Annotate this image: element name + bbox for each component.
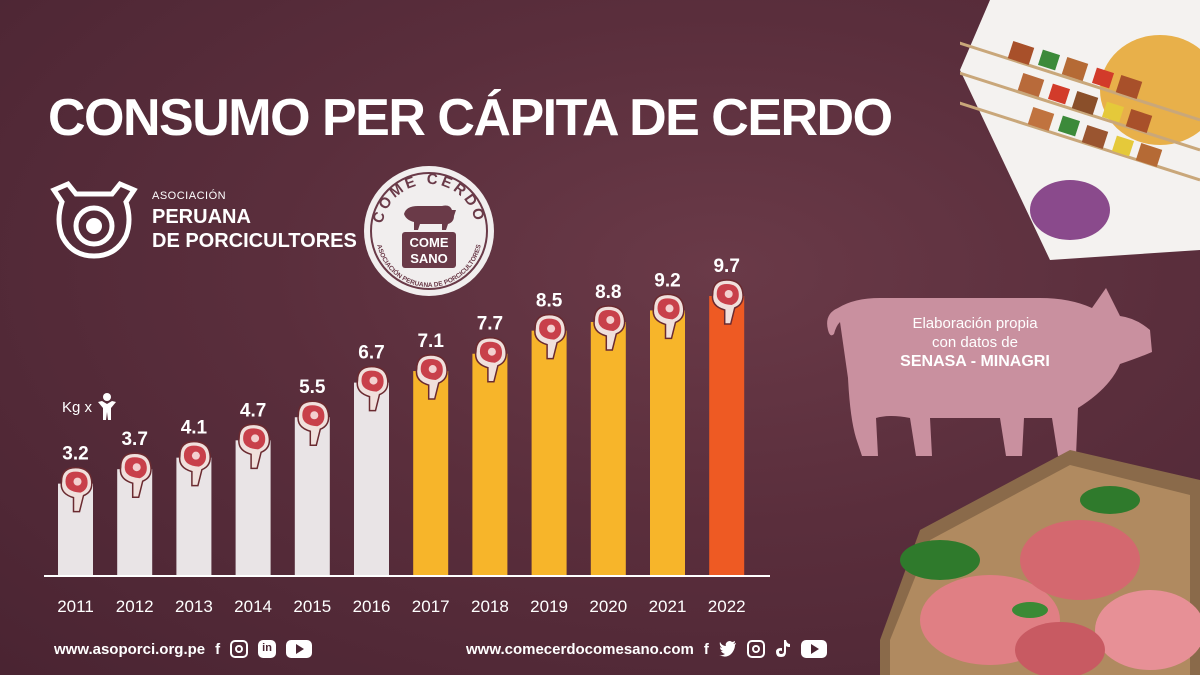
- source-credit: Elaboración propia con datos de SENASA -…: [890, 314, 1060, 371]
- value-label-2011: 3.2: [62, 444, 88, 465]
- meat-icon: [60, 466, 93, 513]
- person-icon: [98, 393, 117, 420]
- unit-label: Kg x: [62, 392, 118, 422]
- association-small-label: ASOCIACIÓN: [152, 190, 227, 202]
- tiktok-icon[interactable]: [775, 640, 791, 658]
- unit-text: Kg x: [62, 398, 93, 416]
- value-label-2020: 8.8: [595, 282, 621, 303]
- bar-2022: [709, 296, 745, 576]
- year-label-2015: 2015: [293, 597, 331, 616]
- youtube-icon[interactable]: [800, 640, 827, 658]
- linkedin-icon[interactable]: in: [258, 640, 277, 658]
- come-cerdo-badge: COME CERDO COME SANO ASOCIACIÓN PERUANA …: [364, 166, 494, 296]
- bar-2019: [531, 330, 567, 576]
- value-label-2018: 7.7: [477, 314, 503, 335]
- value-label-2022: 9.7: [713, 256, 739, 277]
- bar-2020: [590, 321, 626, 576]
- year-label-2014: 2014: [234, 597, 272, 616]
- value-label-2012: 3.7: [121, 429, 147, 450]
- footer-right: www.comecerdocomesano.com f: [466, 640, 827, 658]
- facebook-icon[interactable]: f: [215, 640, 221, 658]
- badge-center-text-2: SANO: [410, 251, 448, 266]
- comecerdo-link[interactable]: www.comecerdocomesano.com: [466, 640, 694, 658]
- meat-icon: [178, 440, 211, 487]
- pig-logo-icon: [50, 180, 138, 259]
- value-label-2017: 7.1: [417, 331, 444, 352]
- association-name-line2: DE PORCICULTORES: [152, 230, 357, 252]
- badge-center-text-1: COME: [410, 235, 449, 250]
- credit-line1: Elaboración propia: [912, 315, 1038, 332]
- meat-icon: [652, 293, 685, 340]
- meat-icon: [593, 305, 626, 351]
- year-label-2013: 2013: [175, 597, 213, 616]
- facebook-icon[interactable]: f: [703, 640, 709, 658]
- meat-icon: [534, 313, 567, 360]
- bar-2021: [650, 310, 685, 576]
- meat-icon: [238, 423, 271, 470]
- year-label-2011: 2011: [57, 597, 94, 616]
- credit-line2: con datos de: [932, 334, 1018, 351]
- year-label-2017: 2017: [412, 597, 450, 616]
- bar-2016: [354, 382, 389, 576]
- twitter-icon[interactable]: [718, 641, 737, 657]
- instagram-icon[interactable]: [230, 640, 249, 658]
- bar-2018: [472, 353, 508, 576]
- value-label-2019: 8.5: [536, 291, 563, 312]
- meat-icon: [297, 400, 330, 446]
- year-label-2012: 2012: [116, 597, 154, 616]
- year-label-2022: 2022: [708, 597, 746, 616]
- year-label-2016: 2016: [353, 597, 391, 616]
- meat-icon: [711, 279, 744, 325]
- value-label-2015: 5.5: [299, 377, 326, 398]
- value-label-2016: 6.7: [358, 343, 384, 364]
- association-logo: ASOCIACIÓN PERUANA DE PORCICULTORES: [46, 180, 366, 260]
- bar-2017: [413, 371, 449, 576]
- meat-icon: [356, 365, 389, 412]
- year-label-2020: 2020: [589, 597, 627, 616]
- year-label-2018: 2018: [471, 597, 509, 616]
- year-label-2021: 2021: [649, 597, 687, 616]
- page-title: CONSUMO PER CÁPITA DE CERDO: [48, 89, 893, 147]
- value-label-2021: 9.2: [654, 270, 680, 291]
- youtube-icon[interactable]: [286, 640, 313, 658]
- instagram-icon[interactable]: [746, 640, 765, 658]
- pig-silhouette: [827, 288, 1152, 456]
- meat-icon: [474, 336, 507, 383]
- footer-left: www.asoporci.org.pe f in: [54, 640, 313, 658]
- value-label-2014: 4.7: [240, 400, 266, 421]
- credit-source: SENASA - MINAGRI: [900, 353, 1050, 370]
- value-label-2013: 4.1: [181, 418, 208, 439]
- year-label-2019: 2019: [530, 597, 568, 616]
- meat-icon: [415, 354, 448, 400]
- meat-icon: [119, 452, 152, 498]
- asoporci-link[interactable]: www.asoporci.org.pe: [54, 640, 206, 658]
- association-name-line1: PERUANA: [152, 206, 251, 228]
- skewers-photo: [960, 0, 1200, 260]
- raw-pork-photo: [880, 450, 1200, 675]
